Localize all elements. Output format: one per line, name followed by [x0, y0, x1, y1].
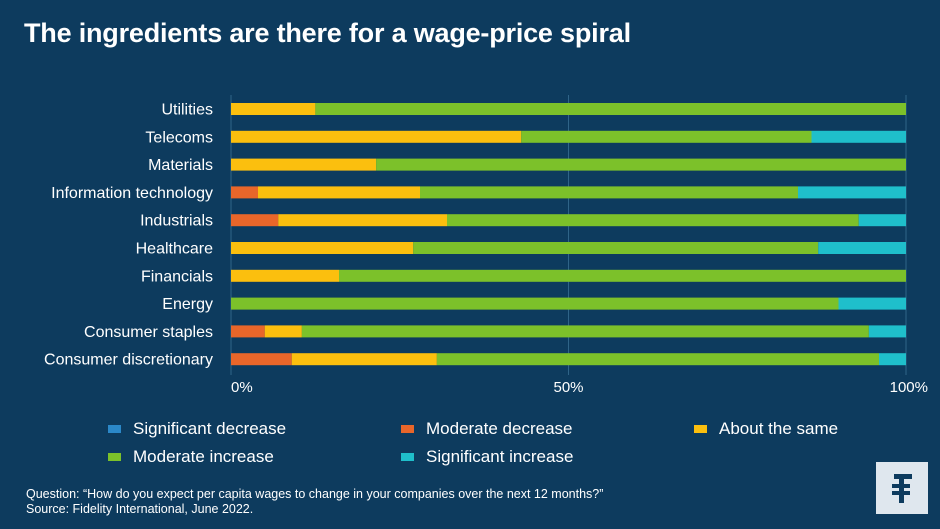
bar-segment [436, 353, 879, 366]
legend-item-moderate-increase: Moderate increase [108, 446, 401, 467]
category-label: Industrials [140, 213, 213, 230]
category-label: Consumer discretionary [44, 352, 213, 369]
bar-segment [521, 130, 812, 143]
bar-segment [231, 242, 414, 254]
bar-segment [264, 325, 302, 338]
legend-label: Significant decrease [133, 418, 287, 438]
legend-swatch-moderate-decrease [401, 424, 414, 433]
x-tick-label: 0% [231, 379, 253, 396]
bar-segment [447, 214, 859, 227]
bar-segment [868, 325, 906, 338]
category-label: Energy [162, 296, 213, 313]
legend-item-about-the-same: About the same [694, 418, 908, 439]
bar-segment [413, 242, 819, 254]
category-label: Telecoms [145, 129, 213, 146]
legend-item-significant-decrease: Significant decrease [108, 418, 401, 439]
legend-swatch-moderate-increase [108, 452, 121, 461]
fidelity-logo [876, 462, 928, 514]
category-label: Healthcare [136, 241, 213, 258]
bar-segment [231, 158, 377, 171]
bar-segment [231, 214, 279, 227]
category-label: Materials [148, 157, 213, 174]
category-label: Financials [141, 268, 213, 285]
source-note: Source: Fidelity International, June 202… [26, 502, 254, 516]
bar-segment [798, 186, 906, 199]
bar-segment [231, 103, 316, 115]
bar-segment [291, 353, 437, 366]
legend-item-significant-increase: Significant increase [401, 446, 694, 467]
bar-segment [818, 242, 906, 254]
bar-segment [231, 269, 339, 282]
bar-segment [231, 297, 839, 310]
legend-swatch-significant-decrease [108, 424, 121, 433]
bar-segment [231, 186, 258, 199]
bar-segment [879, 353, 906, 366]
bar-segment [301, 325, 869, 338]
bar-segment [231, 353, 292, 366]
bar-segment [258, 186, 420, 199]
legend-label: Significant increase [426, 446, 574, 466]
bar-segment [278, 214, 447, 227]
bar-segment [315, 103, 906, 115]
category-label: Information technology [51, 185, 213, 202]
legend: Significant decrease Moderate decrease A… [108, 418, 908, 467]
chart-title: The ingredients are there for a wage-pri… [24, 18, 631, 48]
legend-swatch-about-the-same [694, 424, 707, 433]
bar-segment [811, 130, 906, 143]
x-tick-label: 100% [890, 379, 928, 396]
fidelity-f-icon [892, 474, 912, 503]
category-label: Utilities [161, 102, 213, 119]
bar-segment [231, 325, 265, 338]
bar-segment [231, 130, 522, 143]
legend-swatch-significant-increase [401, 452, 414, 461]
legend-label: Moderate increase [133, 446, 274, 466]
survey-question: Question: “How do you expect per capita … [26, 487, 604, 501]
category-label: Consumer staples [84, 324, 213, 341]
x-tick-label: 50% [553, 379, 583, 396]
bar-segment [858, 214, 906, 227]
bar-segment [838, 297, 906, 310]
legend-label: About the same [719, 418, 839, 438]
bar-segment [420, 186, 798, 199]
bar-segment [376, 158, 906, 171]
bar-segment [339, 269, 906, 282]
legend-item-moderate-decrease: Moderate decrease [401, 418, 694, 439]
legend-label: Moderate decrease [426, 418, 573, 438]
stacked-bar-chart: Utilities Telecoms Materials Information te… [44, 95, 928, 396]
footer: Question: “How do you expect per capita … [26, 487, 603, 517]
